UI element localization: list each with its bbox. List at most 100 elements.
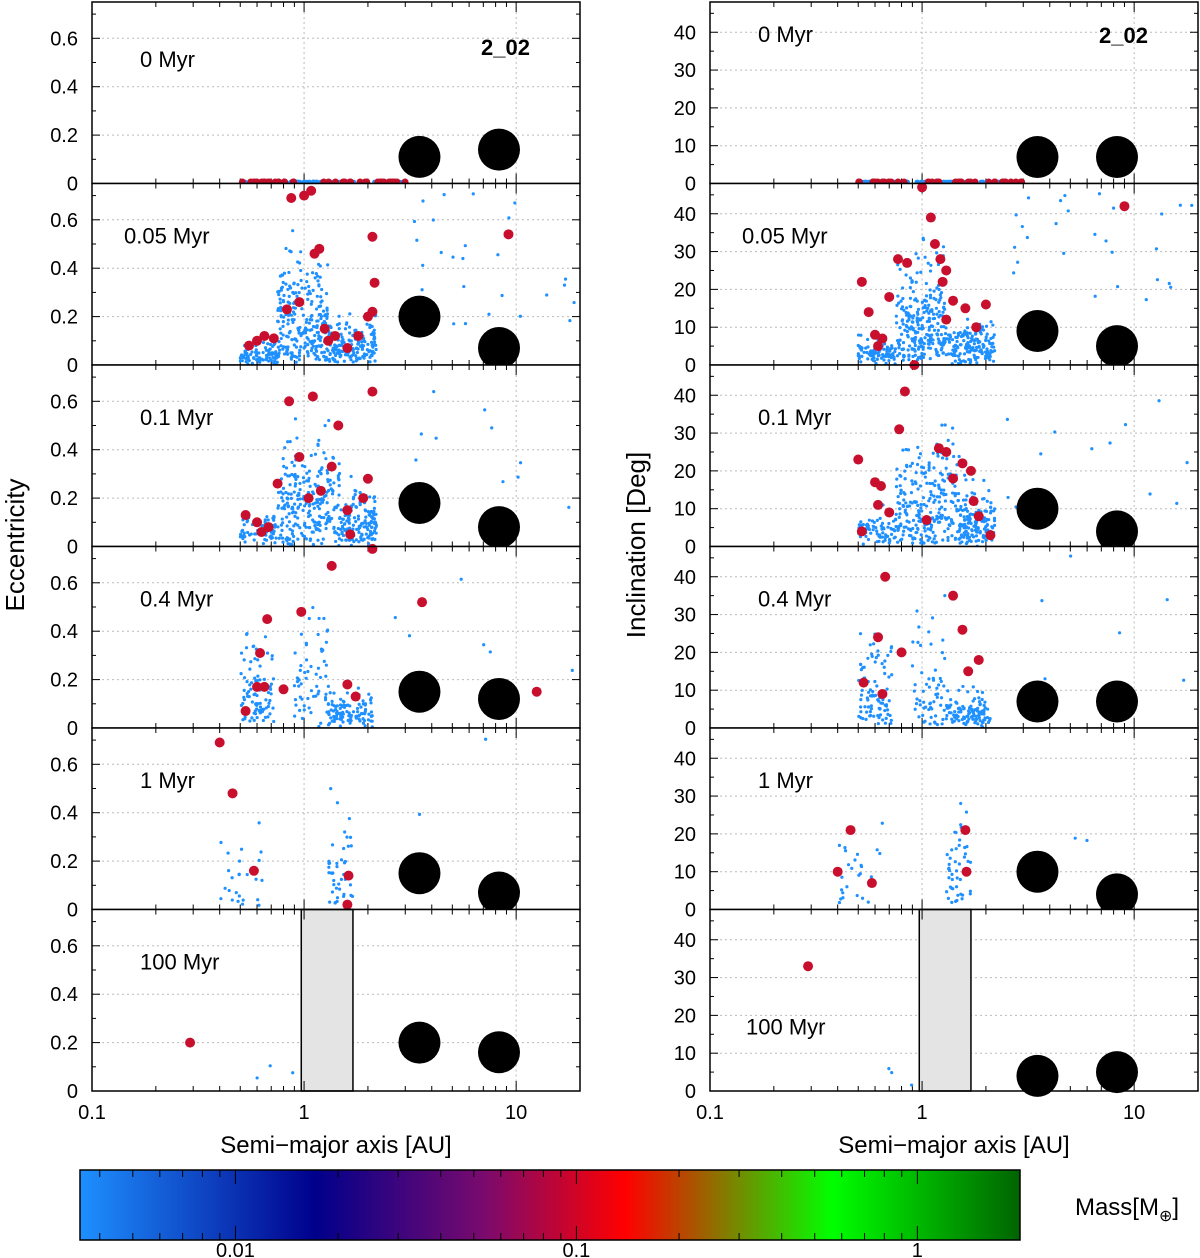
planetesimal-dot bbox=[311, 530, 315, 534]
y-tick-label: 0 bbox=[67, 537, 78, 559]
planetesimal-dot bbox=[501, 480, 505, 484]
planetesimal-dot bbox=[417, 812, 422, 816]
planetesimal-dot bbox=[271, 677, 276, 681]
embryo-dot bbox=[925, 212, 936, 223]
planetesimal-dot bbox=[432, 390, 436, 394]
planetesimal-dot bbox=[296, 537, 300, 541]
planetesimal-dot bbox=[866, 656, 870, 660]
planetesimal-dot bbox=[881, 353, 885, 357]
planetesimal-dot bbox=[303, 286, 307, 290]
planetesimal-dot bbox=[484, 737, 488, 741]
planetesimal-dot bbox=[355, 350, 360, 355]
planetesimal-dot bbox=[325, 308, 329, 312]
planetesimal-dot bbox=[959, 361, 963, 365]
planetesimal-dot bbox=[328, 483, 332, 487]
planetesimal-dot bbox=[362, 525, 366, 529]
planetesimal-dot bbox=[340, 531, 344, 536]
planetesimal-dot bbox=[293, 472, 297, 477]
embryo-dot bbox=[319, 323, 330, 334]
planetesimal-dot bbox=[941, 717, 945, 722]
planetesimal-dot bbox=[904, 273, 908, 277]
planetesimal-dot bbox=[241, 898, 245, 902]
planetesimal-dot bbox=[419, 432, 423, 436]
planetesimal-dot bbox=[877, 539, 881, 543]
planetesimal-dot bbox=[902, 355, 906, 359]
planetesimal-dot bbox=[908, 344, 912, 348]
planetesimal-dot bbox=[1025, 235, 1029, 240]
planetesimal-dot bbox=[988, 354, 992, 359]
colorbar-tick-label: 0.01 bbox=[216, 1240, 255, 1258]
planetesimal-dot bbox=[299, 268, 303, 273]
embryo-dot bbox=[315, 485, 326, 496]
planetesimal-dot bbox=[967, 357, 971, 362]
planetesimal-dot bbox=[882, 347, 886, 351]
planetesimal-dot bbox=[287, 520, 292, 524]
embryo-dot bbox=[917, 182, 928, 193]
planetesimal-dot bbox=[313, 276, 317, 280]
planetesimal-dot bbox=[339, 508, 343, 512]
planetesimal-dot bbox=[294, 703, 298, 707]
x-tick-label: 10 bbox=[1123, 1102, 1145, 1124]
planetesimal-dot bbox=[324, 457, 328, 461]
planetesimal-dot bbox=[937, 507, 942, 511]
planetesimal-dot bbox=[893, 535, 897, 539]
planetesimal-dot bbox=[308, 484, 312, 488]
planetesimal-dot bbox=[358, 502, 362, 507]
planetesimal-dot bbox=[971, 477, 975, 482]
planetesimal-dot bbox=[239, 651, 244, 655]
planetesimal-dot bbox=[945, 457, 949, 461]
planetesimal-dot bbox=[339, 353, 343, 358]
planetesimal-dot bbox=[924, 705, 928, 709]
shaded-band bbox=[918, 908, 972, 1092]
planetesimal-dot bbox=[343, 859, 347, 864]
planetesimal-dot bbox=[917, 625, 921, 629]
planetesimal-dot bbox=[311, 344, 315, 348]
planetesimal-dot bbox=[954, 700, 958, 704]
inclination-axis-label: Inclination [Deg] bbox=[621, 452, 651, 638]
planetesimal-dot bbox=[302, 704, 306, 708]
planetesimal-dot bbox=[891, 527, 896, 532]
planetesimal-dot bbox=[898, 326, 902, 330]
giant-planet bbox=[1016, 309, 1059, 352]
planetesimal-dot bbox=[307, 321, 311, 325]
planetesimal-dot bbox=[963, 852, 968, 856]
planetesimal-dot bbox=[932, 700, 936, 704]
planetesimal-dot bbox=[316, 319, 320, 323]
planetesimal-dot bbox=[850, 866, 854, 870]
planetesimal-dot bbox=[885, 347, 889, 352]
planetesimal-dot bbox=[269, 358, 273, 362]
planetesimal-dot bbox=[367, 712, 371, 716]
planetesimal-dot bbox=[306, 354, 310, 358]
planetesimal-dot bbox=[964, 810, 969, 814]
planetesimal-dot bbox=[884, 353, 888, 357]
planetesimal-dot bbox=[339, 520, 343, 525]
planetesimal-dot bbox=[947, 866, 951, 870]
planetesimal-dot bbox=[930, 333, 934, 337]
planetesimal-dot bbox=[941, 245, 946, 249]
y-tick-label: 10 bbox=[674, 499, 696, 521]
planetesimal-dot bbox=[340, 538, 344, 542]
planetesimal-dot bbox=[947, 516, 951, 520]
planetesimal-dot bbox=[975, 717, 979, 721]
planetesimal-dot bbox=[249, 660, 253, 664]
planetesimal-dot bbox=[363, 724, 367, 728]
planetesimal-dot bbox=[284, 490, 288, 495]
planetesimal-dot bbox=[286, 335, 290, 339]
planetesimal-dot bbox=[281, 347, 285, 351]
planetesimal-dot bbox=[982, 496, 986, 501]
planetesimal-dot bbox=[348, 721, 352, 725]
planetesimal-dot bbox=[979, 349, 983, 353]
planetesimal-dot bbox=[958, 352, 962, 356]
planetesimal-dot bbox=[910, 461, 914, 465]
planetesimal-dot bbox=[361, 699, 365, 703]
planetesimal-dot bbox=[282, 293, 286, 298]
planetesimal-dot bbox=[926, 338, 930, 342]
planetesimal-dot bbox=[932, 466, 936, 470]
planetesimal-dot bbox=[919, 356, 923, 360]
planetesimal-dot bbox=[922, 700, 926, 704]
planetesimal-dot bbox=[363, 519, 367, 523]
planetesimal-dot bbox=[359, 711, 364, 716]
planetesimal-dot bbox=[286, 287, 290, 292]
planetesimal-dot bbox=[874, 525, 878, 530]
